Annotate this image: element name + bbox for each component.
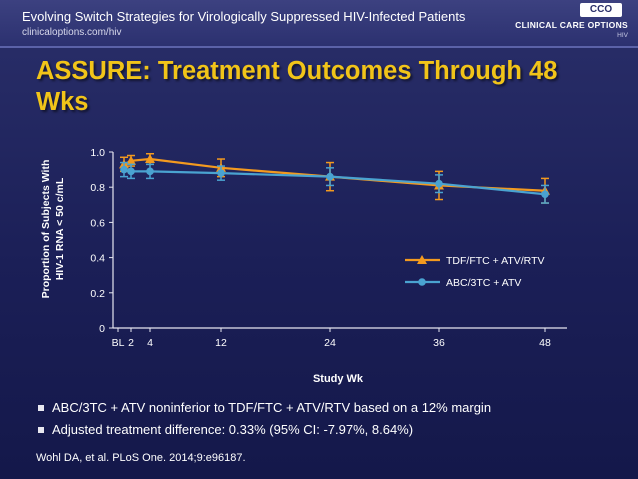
y-tick-label: 0 [99,323,105,335]
series-line [123,168,546,196]
legend-item: TDF/FTC + ATV/RTV [405,255,545,267]
bullet-list: ABC/3TC + ATV noninferior to TDF/FTC + A… [38,399,628,443]
x-tick-label: 24 [324,337,336,349]
slide-title: ASSURE: Treatment Outcomes Through 48 Wk… [36,57,558,116]
series-line [123,157,546,192]
data-point-triangle [145,154,155,164]
axes: 00.20.40.60.81.0BL 2 4 12 24 36 48 [90,147,567,349]
y-tick-label: 0.6 [90,217,105,229]
legend-label: TDF/FTC + ATV/RTV [446,255,545,267]
cco-logo-text: CLINICAL CARE OPTIONS [515,20,628,30]
bullet-text: Adjusted treatment difference: 0.33% (95… [52,422,414,437]
x-tick-label: 36 [433,337,445,349]
series-1 [119,153,550,204]
x-axis-label: Study Wk [313,373,364,385]
y-tick-label: 0.4 [90,253,105,265]
legend: TDF/FTC + ATV/RTV ABC/3TC + ATV [405,255,545,289]
x-tick-label: 2 [128,337,134,349]
legend-label: ABC/3TC + ATV [446,277,521,289]
header-divider [0,46,638,48]
chart-svg: Proportion of Subjects With HIV-1 RNA < … [40,147,567,385]
y-tick-label: 0.8 [90,182,105,194]
data-point-circle [120,165,128,174]
legend-marker-triangle [417,255,427,264]
data-point-triangle [126,155,136,165]
series-2 [120,161,549,204]
y-tick-label: 0.2 [90,288,105,300]
data-point-circle [217,169,225,177]
x-tick-label: BL [112,337,125,349]
legend-marker-circle [418,278,426,286]
data-point-circle [541,190,549,199]
data-point-circle [146,167,154,176]
website-url: clinicaloptions.com/hiv [22,27,122,38]
bullet-item: Adjusted treatment difference: 0.33% (95… [38,421,628,443]
y-axis-label-line1: Proportion of Subjects With [40,160,52,299]
data-point-circle [127,167,135,176]
x-tick-label: 48 [539,337,551,349]
y-tick-label: 1.0 [90,147,105,159]
data-point-circle [435,179,443,188]
x-tick-label: 4 [147,337,153,349]
y-axis-label-line2: HIV-1 RNA < 50 c/mL [54,177,66,280]
bullet-marker [38,427,44,433]
cco-logo: CCO CLINICAL CARE OPTIONS HIV [515,3,632,43]
x-tick-label: 12 [215,337,227,349]
data-point-circle [326,172,334,181]
header-bar [0,0,638,46]
bullet-text: ABC/3TC + ATV noninferior to TDF/FTC + A… [52,400,492,415]
bullet-marker [38,405,44,411]
outcomes-chart: Proportion of Subjects With HIV-1 RNA < … [0,138,638,388]
bullet-item: ABC/3TC + ATV noninferior to TDF/FTC + A… [38,399,628,421]
cco-logo-mark: CCO [580,3,622,17]
citation: Wohl DA, et al. PLoS One. 2014;9:e96187. [36,452,246,464]
presentation-title: Evolving Switch Strategies for Virologic… [22,9,466,24]
cco-logo-sub: HIV [617,32,628,39]
series-layer [119,153,550,204]
legend-item: ABC/3TC + ATV [405,277,521,289]
